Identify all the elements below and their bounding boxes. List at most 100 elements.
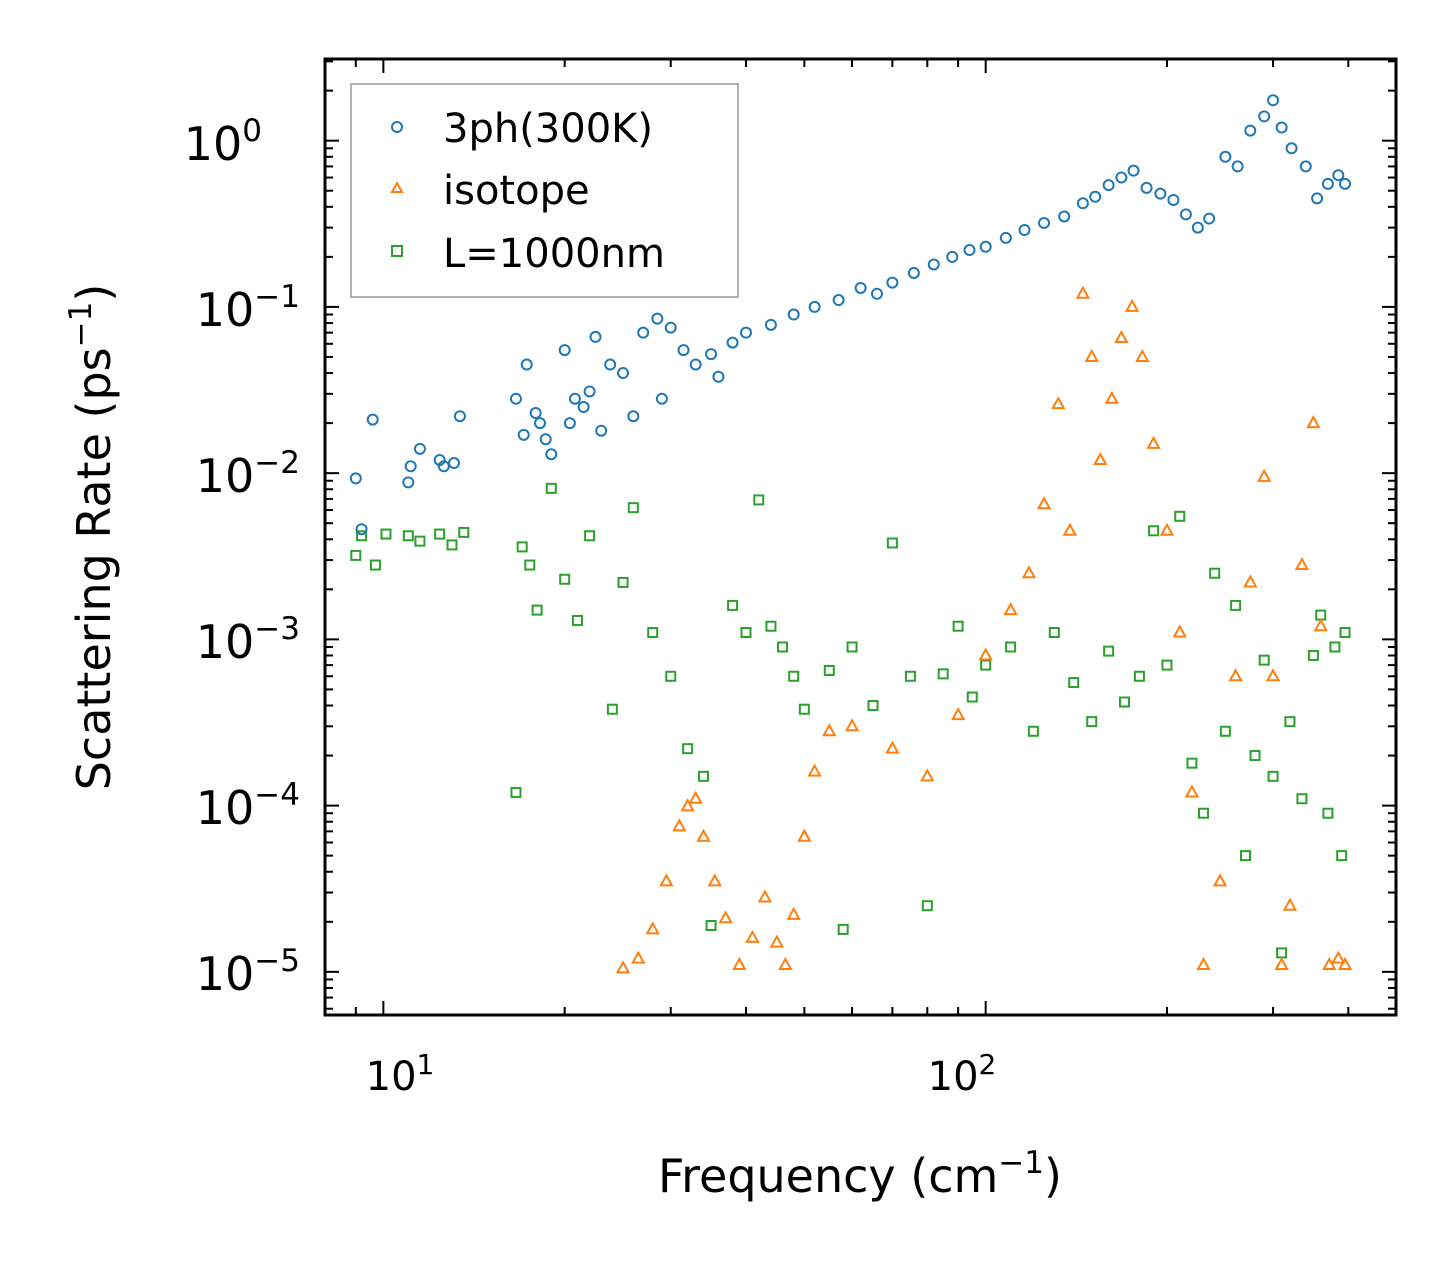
- point-triangle-15: [786, 906, 801, 920]
- point-square-37: [904, 670, 916, 682]
- point-triangle-6: [688, 790, 703, 804]
- point-circle-18: [563, 417, 576, 430]
- x-axis-label: Frequency (cm−1): [658, 1145, 1062, 1203]
- point-square-27: [753, 494, 765, 506]
- point-triangle-3: [659, 873, 674, 887]
- point-square-23: [697, 770, 709, 782]
- point-triangle-16: [797, 828, 812, 842]
- point-circle-0: [349, 472, 362, 485]
- point-triangle-21: [920, 768, 935, 782]
- legend-label-boundary: L=1000nm: [443, 231, 665, 277]
- point-square-68: [1322, 807, 1334, 819]
- point-square-46: [1068, 677, 1080, 689]
- point-square-39: [937, 668, 949, 680]
- x-tick-label-10: 101: [366, 1048, 435, 1100]
- point-circle-32: [689, 358, 702, 371]
- point-square-21: [665, 670, 677, 682]
- point-circle-45: [927, 258, 940, 271]
- point-circle-15: [539, 433, 552, 446]
- point-triangle-11: [745, 929, 760, 943]
- point-triangle-52: [1331, 950, 1346, 964]
- point-square-52: [1161, 659, 1173, 671]
- point-square-12: [531, 604, 543, 616]
- point-triangle-13: [769, 934, 784, 948]
- point-square-20: [647, 626, 659, 638]
- point-triangle-48: [1294, 556, 1310, 571]
- point-square-6: [434, 528, 446, 540]
- point-circle-58: [1140, 181, 1153, 194]
- point-triangle-37: [1159, 522, 1175, 536]
- point-triangle-28: [1062, 522, 1078, 536]
- point-square-28: [765, 620, 777, 632]
- point-circle-74: [1332, 169, 1345, 182]
- point-circle-67: [1258, 110, 1271, 123]
- point-triangle-24: [1003, 602, 1018, 616]
- point-circle-7: [437, 460, 450, 473]
- point-circle-40: [832, 294, 845, 307]
- point-circle-26: [627, 410, 640, 423]
- point-triangle-10: [732, 956, 747, 970]
- point-triangle-9: [718, 910, 733, 924]
- point-square-42: [980, 659, 992, 671]
- point-circle-11: [517, 428, 530, 441]
- point-circle-65: [1231, 160, 1244, 173]
- point-square-15: [571, 614, 583, 626]
- point-triangle-20: [885, 740, 900, 754]
- point-triangle-40: [1196, 956, 1211, 970]
- point-square-62: [1267, 770, 1279, 782]
- point-triangle-26: [1036, 496, 1052, 510]
- point-circle-60: [1167, 193, 1180, 206]
- point-circle-24: [604, 358, 617, 371]
- point-triangle-18: [822, 723, 837, 737]
- point-triangle-0: [615, 960, 631, 974]
- point-circle-43: [886, 276, 899, 289]
- point-circle-29: [655, 392, 668, 405]
- point-square-49: [1118, 696, 1130, 708]
- y-tick-label-1e-1: 10−1: [196, 279, 300, 337]
- point-triangle-43: [1243, 574, 1258, 588]
- point-triangle-27: [1051, 396, 1066, 410]
- legend-label-isotope: isotope: [443, 168, 590, 214]
- point-circle-59: [1154, 187, 1167, 200]
- point-square-10: [516, 541, 528, 553]
- point-triangle-50: [1313, 618, 1328, 632]
- point-square-55: [1198, 807, 1210, 819]
- point-square-41: [966, 691, 978, 703]
- point-circle-20: [577, 400, 590, 413]
- point-square-45: [1048, 626, 1060, 638]
- point-triangle-7: [696, 828, 711, 842]
- point-triangle-42: [1228, 668, 1243, 682]
- point-square-1: [356, 530, 368, 542]
- point-circle-62: [1191, 221, 1204, 234]
- point-square-66: [1307, 649, 1319, 661]
- point-circle-75: [1339, 177, 1352, 190]
- point-square-58: [1230, 599, 1242, 611]
- point-triangle-30: [1084, 348, 1099, 362]
- point-triangle-49: [1306, 415, 1321, 429]
- point-square-38: [921, 900, 933, 912]
- legend: 3ph(300K) isotope L=1000nm: [350, 83, 739, 298]
- x-tick-label-100: 102: [928, 1048, 997, 1100]
- point-triangle-25: [1021, 565, 1037, 579]
- point-square-59: [1239, 850, 1251, 862]
- point-circle-69: [1275, 121, 1288, 134]
- point-triangle-32: [1104, 390, 1120, 404]
- point-square-47: [1086, 716, 1098, 728]
- point-circle-64: [1219, 150, 1232, 163]
- point-circle-13: [529, 407, 542, 420]
- plot-frame: [323, 57, 1398, 1017]
- point-circle-54: [1089, 190, 1102, 203]
- point-circle-8: [448, 457, 461, 470]
- point-square-56: [1209, 567, 1221, 579]
- point-circle-63: [1203, 212, 1216, 225]
- point-circle-25: [617, 367, 630, 380]
- point-circle-22: [589, 330, 602, 343]
- point-square-30: [788, 670, 800, 682]
- point-square-60: [1249, 750, 1261, 762]
- point-triangle-17: [807, 763, 822, 777]
- point-circle-39: [808, 300, 821, 313]
- point-circle-17: [558, 344, 571, 357]
- point-triangle-22: [950, 707, 966, 721]
- point-circle-46: [946, 250, 959, 263]
- point-square-2: [369, 559, 381, 571]
